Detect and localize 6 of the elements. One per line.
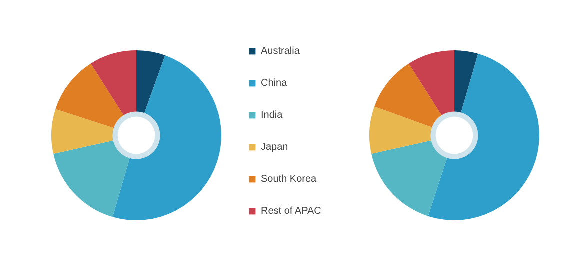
legend-label: China — [261, 77, 288, 89]
legend-label: Australia — [261, 45, 300, 57]
legend-label: South Korea — [261, 173, 317, 185]
legend-label: India — [261, 109, 283, 121]
legend-label: Japan — [261, 141, 288, 153]
legend-label: Rest of APAC — [261, 205, 322, 217]
